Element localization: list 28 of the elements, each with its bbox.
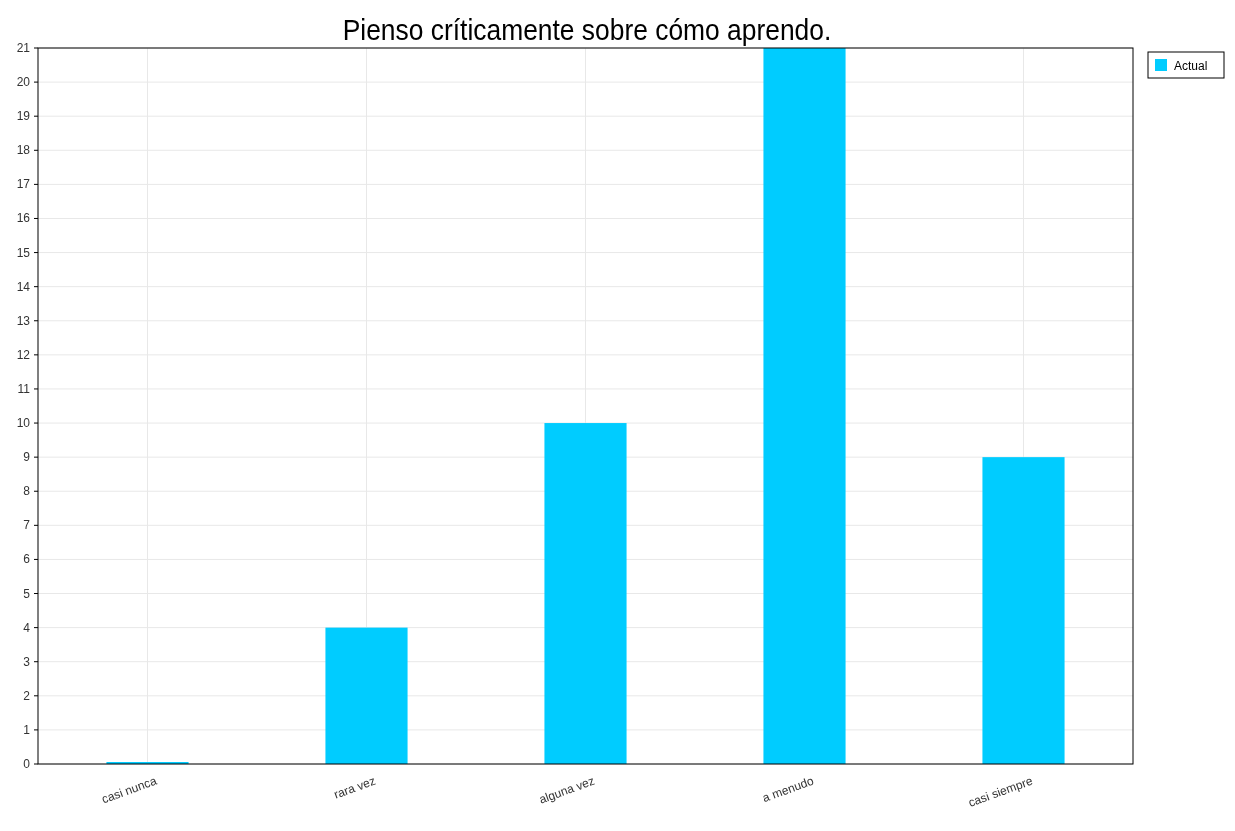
y-tick-label: 17 bbox=[16, 177, 31, 192]
y-tick-label: 21 bbox=[16, 41, 31, 55]
y-tick-label: 20 bbox=[16, 75, 31, 90]
x-tick-label: rara vez bbox=[331, 773, 378, 802]
y-tick-label: 1 bbox=[23, 722, 31, 737]
legend-label: Actual bbox=[1174, 59, 1208, 73]
y-tick-label: 14 bbox=[16, 279, 31, 294]
y-tick-label: 5 bbox=[23, 586, 31, 601]
y-tick-label: 11 bbox=[17, 381, 31, 396]
y-tick-label: 9 bbox=[23, 450, 31, 465]
y-tick-label: 8 bbox=[23, 484, 31, 499]
y-tick-label: 0 bbox=[23, 757, 31, 771]
y-tick-label: 7 bbox=[23, 518, 31, 533]
y-tick-label: 13 bbox=[16, 313, 31, 328]
x-tick-label: casi siempre bbox=[966, 773, 1035, 810]
y-tick-label: 10 bbox=[16, 416, 31, 431]
y-tick-label: 2 bbox=[23, 688, 31, 703]
chart-title: Pienso críticamente sobre cómo aprendo. bbox=[342, 12, 832, 47]
y-tick-label: 4 bbox=[23, 620, 31, 635]
y-tick-label: 19 bbox=[16, 109, 31, 124]
y-tick-label: 15 bbox=[16, 245, 31, 260]
y-tick-label: 18 bbox=[16, 143, 31, 158]
y-tick-label: 6 bbox=[23, 552, 31, 567]
y-tick-label: 16 bbox=[16, 211, 31, 226]
x-tick-label: casi nunca bbox=[99, 773, 159, 807]
y-tick-label: 12 bbox=[16, 347, 31, 362]
x-tick-label: alguna vez bbox=[537, 773, 597, 807]
y-tick-label: 3 bbox=[23, 654, 31, 669]
